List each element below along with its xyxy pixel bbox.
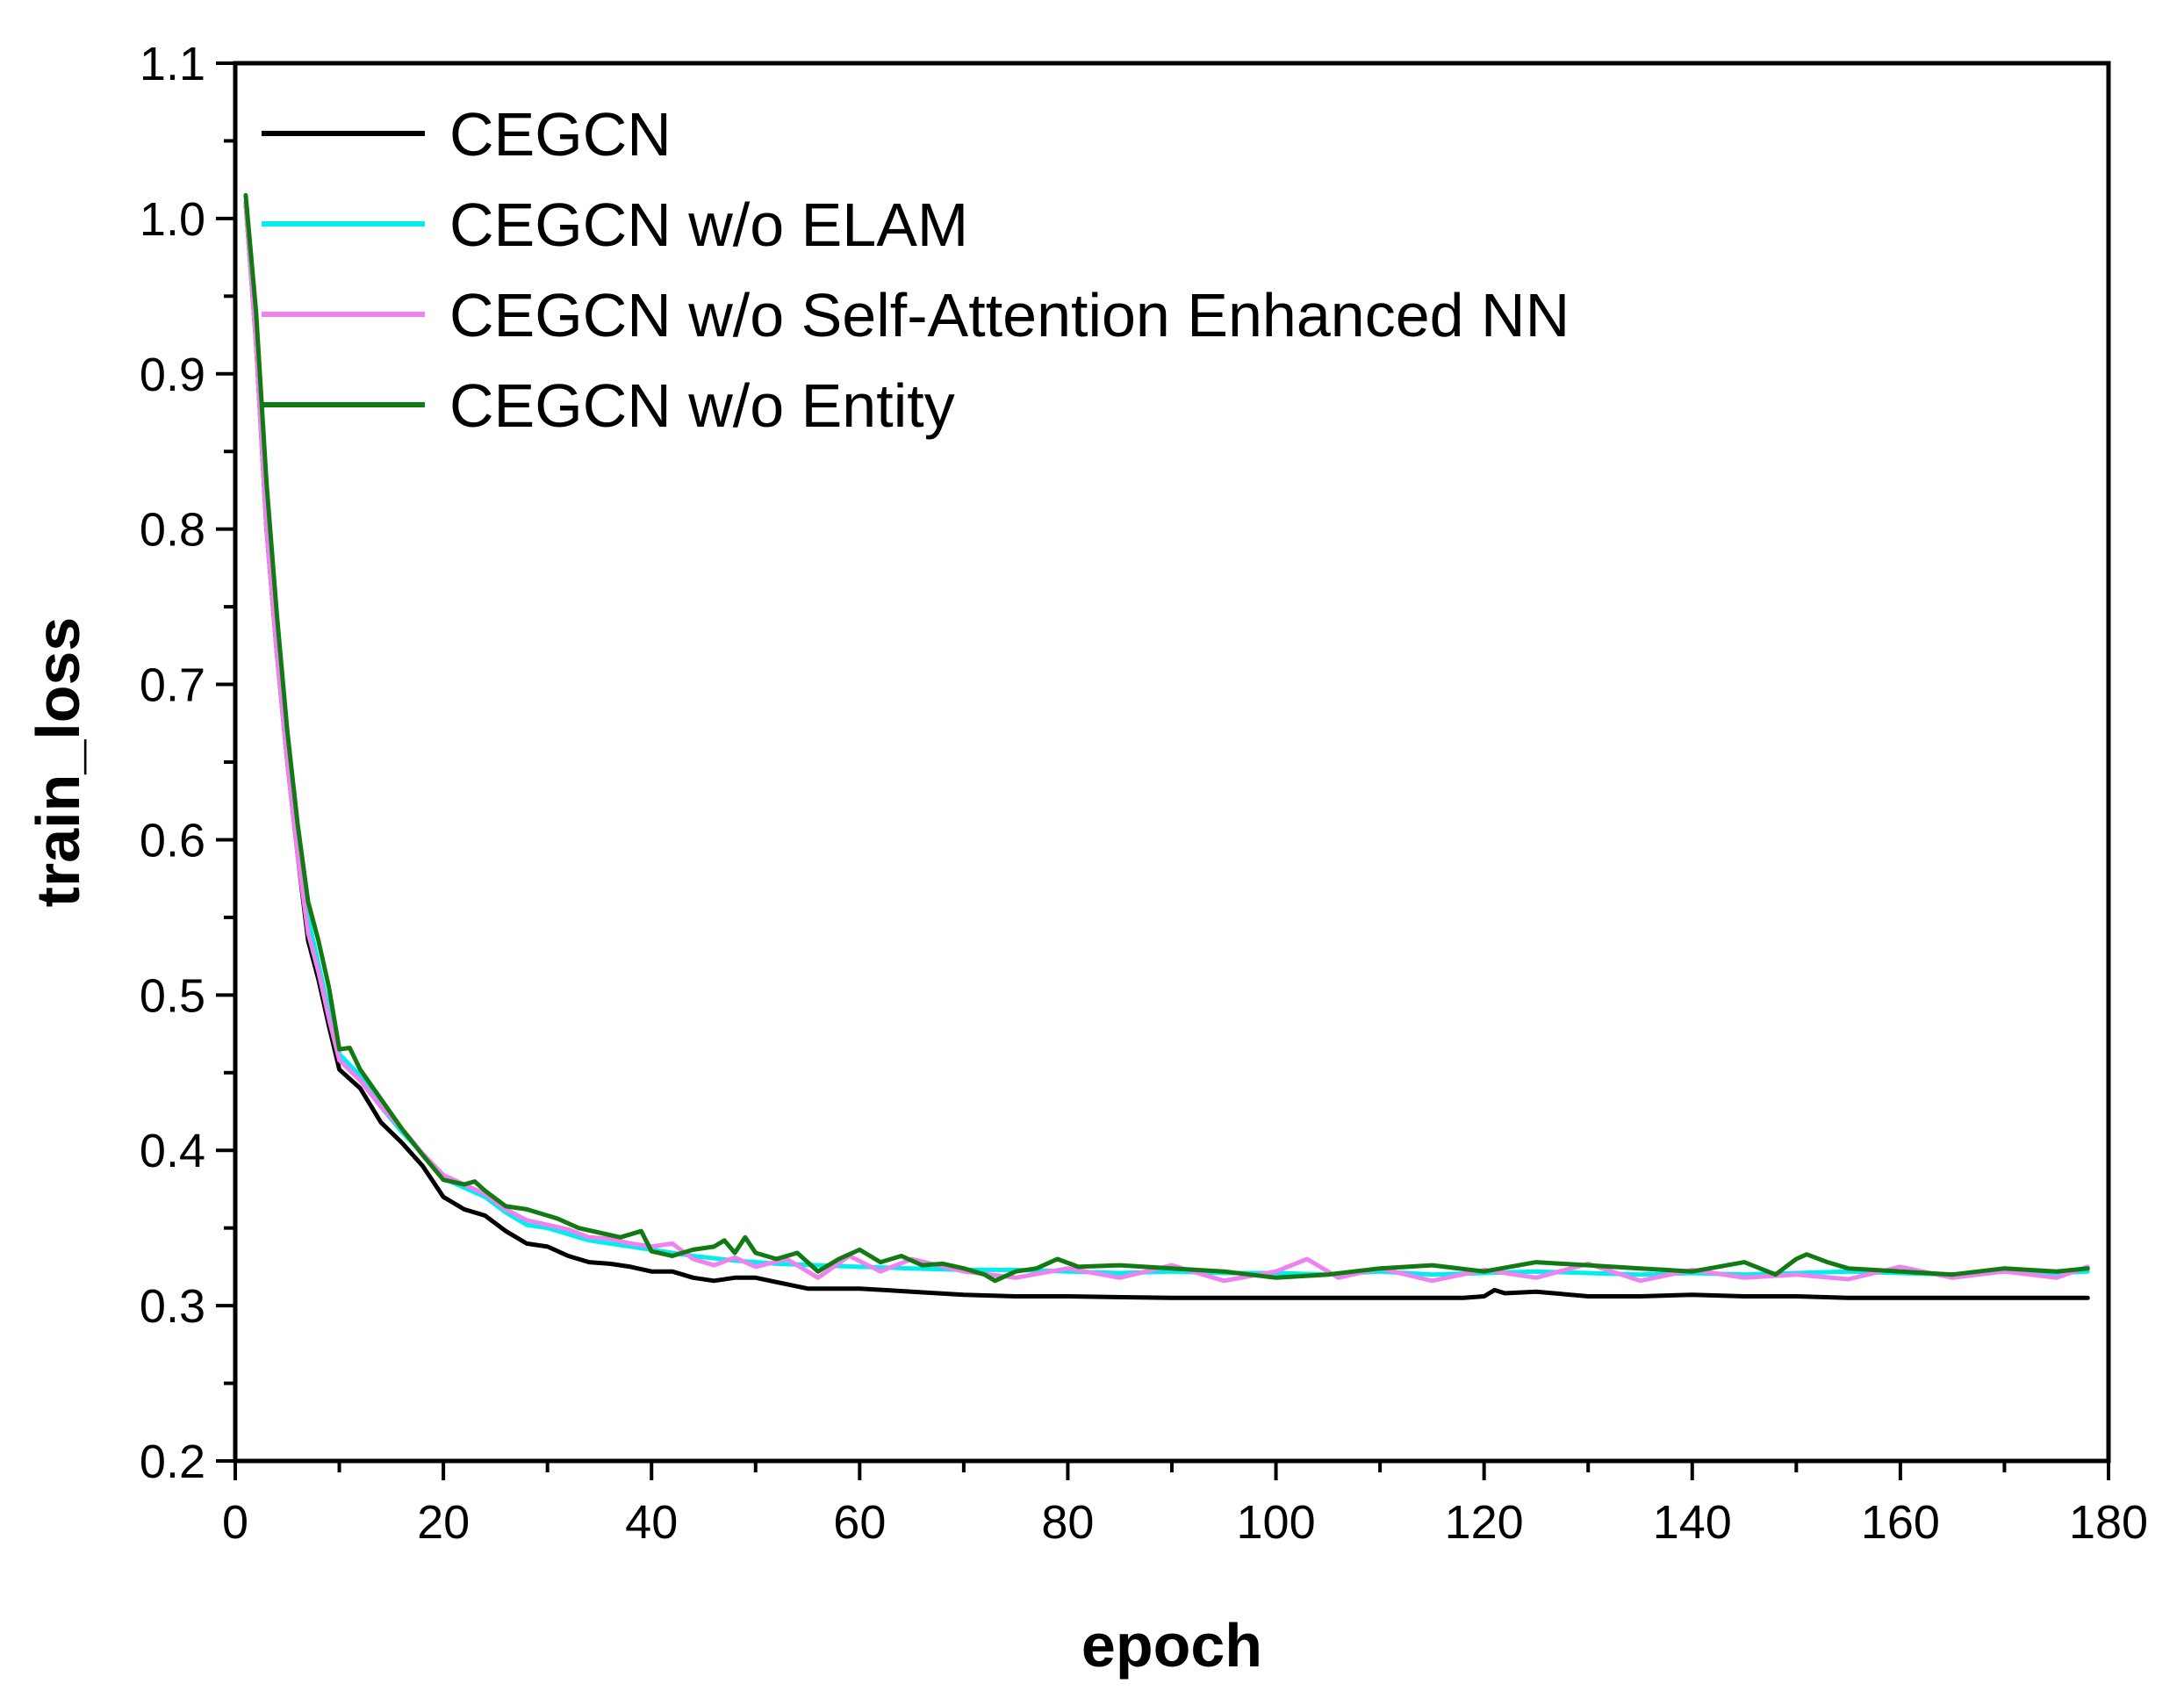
legend-label: CEGCN w/o Entity	[449, 371, 955, 440]
y-axis-ticks: 0.2 0.3 0.4 0.5 0.6 0.7 0.8 0.9 1.0 1.1	[140, 38, 235, 1488]
plot-area-frame	[233, 61, 2111, 1464]
x-tick-label: 160	[1861, 1496, 1940, 1549]
y-tick-label: 0.8	[140, 504, 205, 557]
y-tick-label: 1.0	[140, 193, 205, 246]
x-tick-label: 60	[833, 1496, 886, 1549]
legend-label: CEGCN w/o Self-Attention Enhanced NN	[449, 281, 1570, 349]
y-tick-label: 0.6	[140, 814, 205, 867]
legend-label: CEGCN	[449, 100, 672, 169]
x-tick-label: 100	[1237, 1496, 1316, 1549]
y-axis-title: train_loss	[24, 617, 92, 908]
y-tick-label: 0.2	[140, 1435, 205, 1488]
series-line-1	[243, 200, 2090, 1277]
y-tick-label: 1.1	[140, 38, 205, 90]
series-layer	[243, 192, 2090, 1300]
legend-label: CEGCN w/o ELAM	[449, 191, 968, 259]
y-tick-label: 0.7	[140, 659, 205, 712]
y-tick-label: 0.3	[140, 1280, 205, 1333]
x-tick-label: 140	[1653, 1496, 1732, 1549]
y-tick-label: 0.5	[140, 969, 205, 1022]
legend: CEGCN CEGCN w/o ELAM CEGCN w/o Self-Attent…	[262, 100, 1570, 440]
series-line-3	[243, 192, 2090, 1284]
series-line-2	[243, 200, 2090, 1284]
x-tick-label: 180	[2069, 1496, 2148, 1549]
x-tick-label: 40	[625, 1496, 678, 1549]
y-tick-label: 0.4	[140, 1125, 205, 1177]
x-tick-label: 20	[417, 1496, 470, 1549]
x-axis-ticks: 0 20 40 60 80 100 120 140 160 180	[222, 1461, 2148, 1549]
x-axis-title: epoch	[1081, 1611, 1262, 1680]
series-line-0	[243, 200, 2090, 1300]
x-tick-label: 120	[1445, 1496, 1524, 1549]
y-tick-label: 0.9	[140, 349, 205, 401]
x-tick-label: 80	[1041, 1496, 1094, 1549]
x-tick-label: 0	[222, 1496, 248, 1549]
